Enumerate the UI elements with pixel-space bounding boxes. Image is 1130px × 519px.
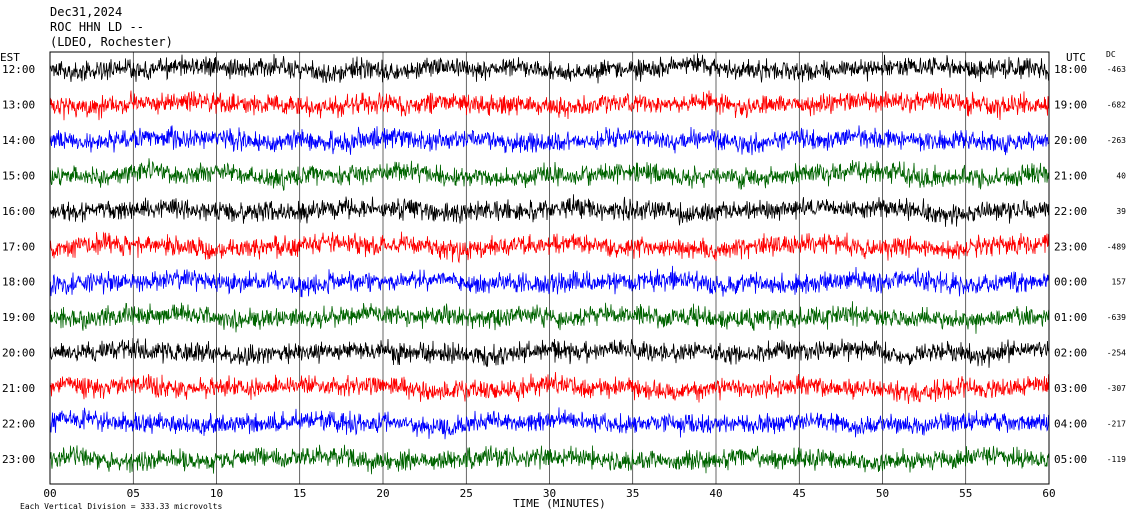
- est-hour-label: 21:00: [2, 382, 35, 395]
- seismic-trace: [49, 265, 1050, 298]
- seismic-trace: [49, 301, 1050, 334]
- x-tick-label: 40: [709, 487, 722, 500]
- dc-offset-label: -489: [1107, 242, 1126, 251]
- seismic-trace: [49, 53, 1050, 84]
- seismic-trace: [49, 125, 1050, 156]
- utc-hour-label: 18:00: [1054, 63, 1087, 76]
- utc-hour-label: 01:00: [1054, 311, 1087, 324]
- time-grid: [49, 52, 1050, 484]
- est-axis-label: EST: [0, 51, 20, 64]
- utc-hour-label: 22:00: [1054, 205, 1087, 218]
- dc-offset-label: -254: [1107, 349, 1126, 358]
- x-tick-label: 35: [626, 487, 639, 500]
- est-hour-label: 18:00: [2, 276, 35, 289]
- header-station: ROC HHN LD --: [50, 20, 144, 34]
- x-tick-label: 05: [127, 487, 140, 500]
- est-hour-label: 13:00: [2, 98, 35, 111]
- x-tick-label: 10: [210, 487, 223, 500]
- dc-offset-label: -217: [1107, 420, 1126, 429]
- x-tick-label: 50: [876, 487, 889, 500]
- x-axis-label: TIME (MINUTES): [513, 497, 606, 510]
- seismic-trace: [49, 194, 1050, 227]
- utc-hour-label: 02:00: [1054, 347, 1087, 360]
- seismic-trace: [49, 231, 1050, 264]
- dc-offset-label: -263: [1107, 136, 1126, 145]
- dc-offset-label: -639: [1107, 313, 1126, 322]
- utc-hour-label: 20:00: [1054, 134, 1087, 147]
- seismic-trace: [49, 371, 1050, 405]
- seismic-traces: [49, 53, 1050, 475]
- utc-hour-label: 21:00: [1054, 169, 1087, 182]
- x-tick-label: 30: [543, 487, 556, 500]
- footer-note: Each Vertical Division = 333.33 microvol…: [20, 502, 222, 511]
- est-hour-label: 20:00: [2, 347, 35, 360]
- seismic-trace: [49, 444, 1050, 475]
- utc-axis-label: UTC: [1066, 51, 1086, 64]
- x-tick-label: 55: [959, 487, 972, 500]
- utc-hour-label: 04:00: [1054, 418, 1087, 431]
- x-tick-label: 15: [293, 487, 306, 500]
- dc-offset-label: 157: [1112, 278, 1127, 287]
- x-tick-label: 20: [376, 487, 389, 500]
- x-tick-label: 25: [460, 487, 473, 500]
- est-hour-label: 23:00: [2, 453, 35, 466]
- header-network: (LDEO, Rochester): [50, 35, 173, 49]
- est-hour-label: 15:00: [2, 169, 35, 182]
- est-hour-label: 19:00: [2, 311, 35, 324]
- x-tick-labels: 00 05 10 15 20 25 30 35 40 45 50 55 60: [43, 487, 1055, 500]
- seismic-trace: [49, 87, 1050, 121]
- header-date: Dec31,2024: [50, 5, 122, 19]
- dc-offset-label: -307: [1107, 384, 1126, 393]
- est-hour-label: 14:00: [2, 134, 35, 147]
- x-tick-label: 60: [1042, 487, 1055, 500]
- est-hour-label: 22:00: [2, 418, 35, 431]
- est-hour-label: 17:00: [2, 240, 35, 253]
- seismic-trace: [49, 407, 1050, 440]
- est-hour-label: 12:00: [2, 63, 35, 76]
- seismic-trace: [49, 158, 1050, 191]
- dc-offset-label: 39: [1116, 207, 1126, 216]
- dc-offset-labels: -463 -682 -263 40 39 -489 157 -639 -254 -307 -217 -…: [1107, 65, 1126, 464]
- seismic-trace: [49, 337, 1050, 368]
- utc-hour-label: 19:00: [1054, 98, 1087, 111]
- dc-offset-label: -119: [1107, 455, 1126, 464]
- utc-hour-label: 05:00: [1054, 453, 1087, 466]
- x-tick-label: 00: [43, 487, 56, 500]
- est-hour-labels: 12:00 13:00 14:00 15:00 16:00 17:00 18:00 19:00…: [2, 63, 35, 466]
- plot-frame: [49, 51, 1050, 485]
- dc-column-label: DC: [1106, 50, 1116, 59]
- est-hour-label: 16:00: [2, 205, 35, 218]
- x-tick-label: 45: [793, 487, 806, 500]
- dc-offset-label: 40: [1116, 171, 1126, 180]
- utc-hour-label: 23:00: [1054, 240, 1087, 253]
- utc-hour-labels: 18:00 19:00 20:00 21:00 22:00 23:00 00:00 01:00…: [1054, 63, 1087, 466]
- utc-hour-label: 03:00: [1054, 382, 1087, 395]
- utc-hour-label: 00:00: [1054, 276, 1087, 289]
- dc-offset-label: -682: [1107, 100, 1126, 109]
- dc-offset-label: -463: [1107, 65, 1126, 74]
